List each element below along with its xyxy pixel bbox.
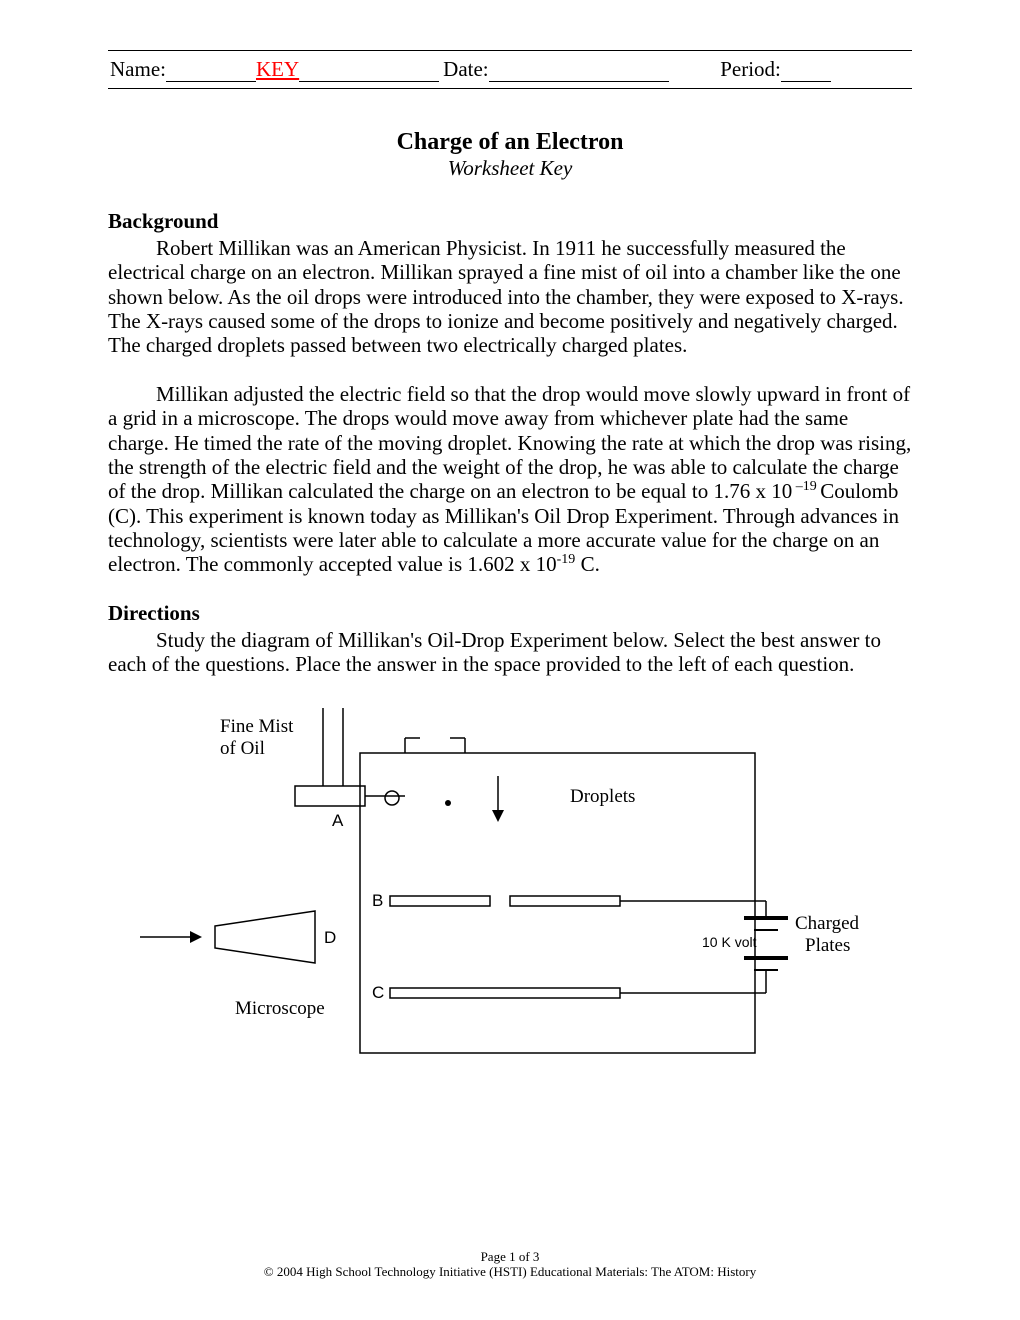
period-blank — [781, 81, 831, 82]
directions-heading: Directions — [108, 601, 912, 626]
background-para-1: Robert Millikan was an American Physicis… — [108, 236, 912, 358]
period-label: Period: — [720, 57, 781, 81]
date-blank — [489, 81, 669, 82]
page-subtitle: Worksheet Key — [108, 156, 912, 181]
directions-para: Study the diagram of Millikan's Oil-Drop… — [108, 628, 912, 677]
page-title: Charge of an Electron — [108, 129, 912, 156]
label-fine-mist-1: Fine Mist — [220, 716, 293, 738]
bg2-exp1: –19 — [792, 479, 820, 494]
label-C: C — [372, 983, 384, 1003]
label-B: B — [372, 891, 383, 911]
date-label: Date: — [443, 57, 488, 81]
label-microscope: Microscope — [235, 998, 325, 1020]
page-footer: Page 1 of 3 © 2004 High School Technolog… — [0, 1249, 1020, 1280]
key-answer: KEY — [256, 57, 299, 82]
oil-drop-diagram: Fine Mist of Oil Droplets Charged Plates… — [140, 698, 880, 1078]
label-fine-mist-2: of Oil — [220, 738, 265, 760]
bg2-c: C. — [575, 552, 600, 576]
label-charged-2: Plates — [805, 935, 850, 957]
label-D: D — [324, 928, 336, 948]
name-label: Name: — [110, 57, 166, 81]
footer-copyright: © 2004 High School Technology Initiative… — [0, 1264, 1020, 1280]
label-charged-1: Charged — [795, 913, 859, 935]
footer-page-num: Page 1 of 3 — [0, 1249, 1020, 1265]
bg2-a: Millikan adjusted the electric field so … — [108, 382, 911, 503]
label-A: A — [332, 811, 343, 831]
background-heading: Background — [108, 209, 912, 234]
header-bar: Name: KEY Date: Period: — [108, 50, 912, 89]
background-para-2: Millikan adjusted the electric field so … — [108, 382, 912, 577]
label-voltage: 10 K volt — [702, 934, 756, 950]
label-droplets: Droplets — [570, 786, 635, 808]
name-blank-left — [166, 81, 256, 82]
bg2-exp2: -19 — [557, 552, 576, 567]
name-blank-right — [299, 81, 439, 82]
